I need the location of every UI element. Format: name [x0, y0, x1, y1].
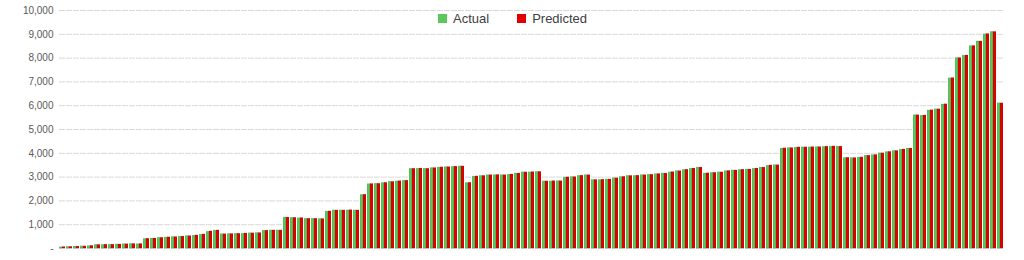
- svg-text:3,000: 3,000: [28, 171, 53, 182]
- svg-text:2,000: 2,000: [28, 195, 53, 206]
- svg-text:5,000: 5,000: [28, 124, 53, 135]
- svg-text:7,000: 7,000: [28, 76, 53, 87]
- svg-text:6,000: 6,000: [28, 100, 53, 111]
- svg-text:10,000: 10,000: [23, 5, 54, 16]
- svg-text:4,000: 4,000: [28, 148, 53, 159]
- svg-text:8,000: 8,000: [28, 52, 53, 63]
- html-text:Predicted: Predicted: [532, 11, 588, 26]
- svg-text:-: -: [50, 243, 53, 254]
- svg-text:9,000: 9,000: [28, 29, 53, 40]
- html-text:Actual: Actual: [453, 11, 490, 26]
- svg-text:1,000: 1,000: [28, 219, 53, 230]
